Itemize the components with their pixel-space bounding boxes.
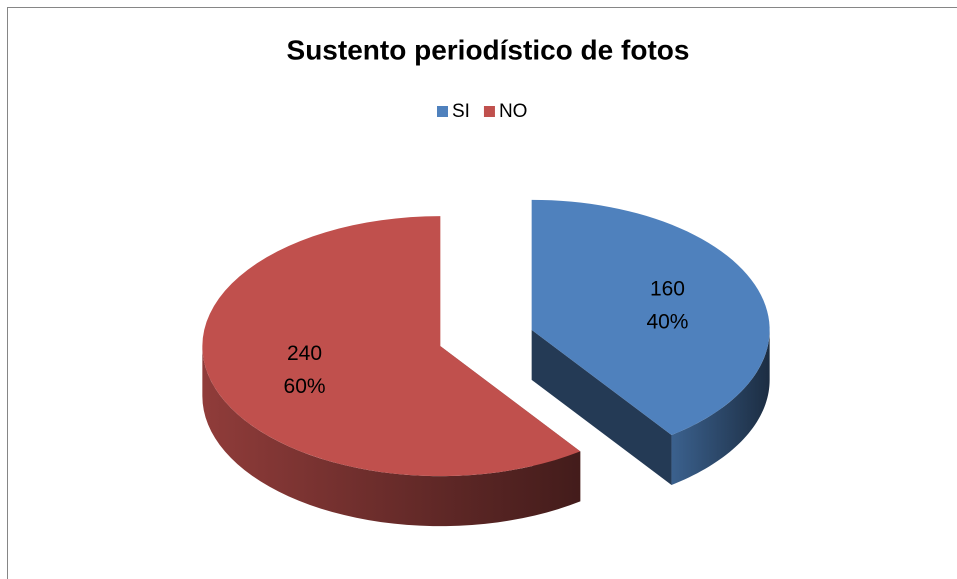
slice-side xyxy=(531,329,672,486)
chart-title: Sustento periodístico de fotos xyxy=(287,34,690,65)
pie: 160 40% 240 60% xyxy=(202,199,770,527)
data-label-percent: 40% xyxy=(646,310,688,333)
data-label: 160 xyxy=(650,277,685,300)
slice xyxy=(531,199,770,436)
legend-label: SI xyxy=(452,101,470,122)
slice xyxy=(202,216,581,477)
slice-wall xyxy=(671,329,770,486)
legend-label: NO xyxy=(499,101,528,122)
data-label-percent: 60% xyxy=(284,375,326,398)
data-label: 240 xyxy=(287,342,322,365)
slice-wall xyxy=(202,346,581,527)
legend-swatch xyxy=(483,106,495,117)
legend: SI NO xyxy=(437,101,527,122)
legend-swatch xyxy=(437,106,448,117)
